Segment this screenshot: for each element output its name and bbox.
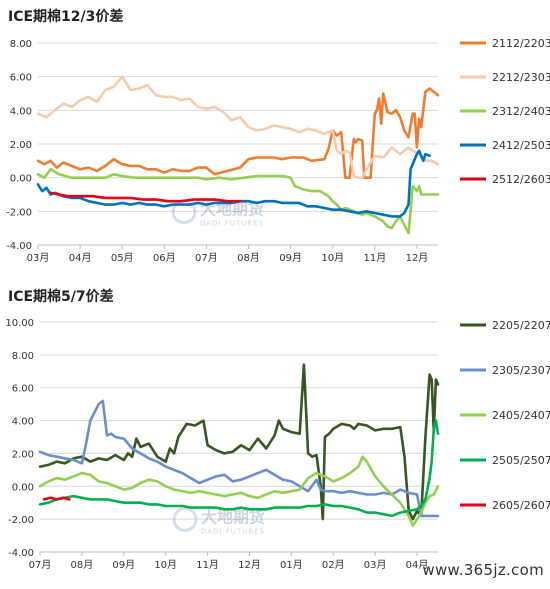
y-tick-label: -4.00	[6, 241, 32, 252]
y-tick-label: 4.00	[10, 106, 32, 117]
panel-divider	[0, 270, 550, 278]
x-tick-label: 11月	[196, 559, 219, 571]
legend-label: 2212/2303	[492, 71, 550, 84]
series-line-2212-2303	[36, 75, 440, 179]
legend-label: 2112/2203	[492, 37, 550, 50]
x-tick-label: 01月	[280, 559, 303, 571]
y-tick-label: 6.00	[12, 384, 34, 395]
y-tick-label: 2.00	[10, 140, 32, 151]
chart-title-bottom: ICE期棉5/7价差	[8, 289, 114, 305]
series-line-2512-2603	[49, 191, 242, 203]
y-tick-label: -2.00	[6, 207, 32, 218]
legend-label: 2405/2407	[492, 409, 550, 422]
y-tick-label: 6.00	[10, 73, 32, 84]
watermark-en: DADI FUTURES	[201, 527, 265, 535]
site-watermark: www.365jz.com	[422, 561, 544, 579]
series-line-2312-2403	[36, 168, 440, 235]
y-tick-label: 0.00	[12, 482, 34, 493]
chart-title-top: ICE期棉12/3价差	[8, 9, 124, 25]
y-tick-label: -2.00	[8, 515, 34, 526]
series-line-2305-2307	[38, 399, 440, 518]
x-tick-label: 09月	[279, 252, 302, 264]
legend-label: 2312/2403	[492, 105, 550, 118]
y-tick-label: 4.00	[12, 417, 34, 428]
watermark-logo-icon	[172, 506, 198, 532]
x-tick-label: 10月	[154, 559, 177, 571]
x-tick-label: 05月	[111, 252, 134, 264]
x-tick-label: 03月	[364, 559, 387, 571]
x-tick-label: 08月	[71, 559, 94, 571]
series-line-2205-2207	[38, 363, 440, 521]
y-tick-label: 10.00	[5, 318, 34, 329]
legend-label: 2205/2207	[492, 319, 550, 332]
x-tick-label: 04月	[406, 559, 429, 571]
watermark-cn: 大地期货	[200, 200, 264, 219]
x-tick-label: 09月	[112, 559, 135, 571]
series-line-2605-2607	[42, 496, 71, 501]
x-tick-label: 08月	[237, 252, 260, 264]
chart-panel-bottom: ICE期棉5/7价差 10.00 8.00 6.00 4.00 2.00 0.00 -2.0…	[0, 278, 550, 585]
x-tick-label: 07月	[29, 559, 52, 571]
legend-label: 2605/2607	[492, 499, 550, 512]
series-line-2412-2503	[36, 149, 431, 218]
legend-label: 2412/2503	[492, 139, 550, 152]
x-tick-label: 03月	[27, 252, 50, 264]
legend-label: 2505/2507	[492, 454, 550, 467]
series-line-2505-2507	[38, 419, 440, 518]
x-tick-label: 10月	[321, 252, 344, 264]
y-tick-label: -4.00	[8, 548, 34, 559]
x-tick-label: 07月	[195, 252, 218, 264]
x-tick-label: 12月	[406, 252, 429, 264]
y-tick-label: 0.00	[10, 174, 32, 185]
legend-label: 2305/2307	[492, 364, 550, 377]
x-tick-label: 02月	[322, 559, 345, 571]
series-line-2112-2203	[36, 87, 440, 179]
x-tick-label: 11月	[363, 252, 386, 264]
x-tick-label: 06月	[153, 252, 176, 264]
y-tick-label: 8.00	[12, 351, 34, 362]
y-tick-label: 8.00	[10, 39, 32, 50]
legend-label: 2512/2603	[492, 173, 550, 186]
x-tick-label: 04月	[69, 252, 92, 264]
watermark-en: DADI FUTURES	[200, 220, 264, 228]
x-tick-label: 12月	[238, 559, 261, 571]
watermark-cn: 大地期货	[201, 507, 265, 526]
series-line-2405-2407	[38, 455, 440, 527]
chart-panel-top: ICE期棉12/3价差 8.00 6.00 4.00 2.00 0.00 -2.00 -4.…	[0, 0, 550, 270]
y-tick-label: 2.00	[12, 449, 34, 460]
